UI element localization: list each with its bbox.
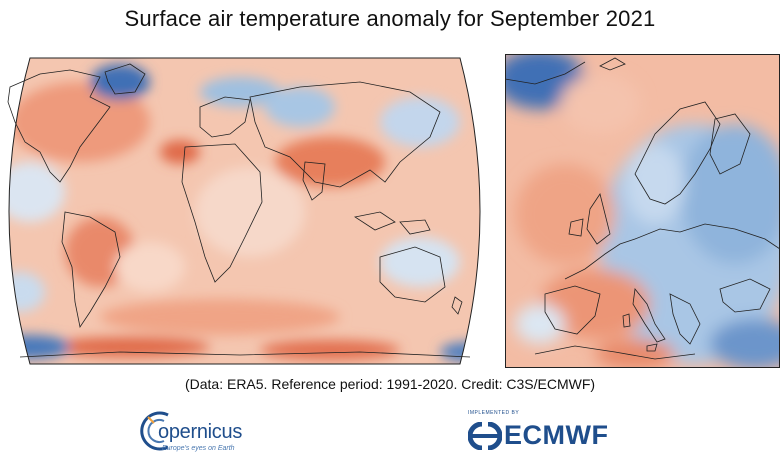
ecmwf-logo: IMPLEMENTED BY ECMWF — [462, 410, 632, 456]
copernicus-tagline: Europe's eyes on Earth — [162, 445, 235, 452]
copernicus-emblem-icon — [140, 411, 169, 451]
europe-anomaly-map — [505, 54, 780, 368]
ecmwf-implemented-by: IMPLEMENTED BY — [468, 410, 520, 416]
map-title: Surface air temperature anomaly for Sept… — [124, 6, 656, 31]
ecmwf-emblem-icon — [468, 422, 502, 450]
ecmwf-wordmark: ECMWF — [504, 420, 609, 450]
global-coastlines — [7, 63, 471, 358]
copernicus-wordmark: opernicus — [158, 421, 243, 443]
europe-coastlines — [505, 57, 780, 360]
global-map-frame — [8, 57, 481, 365]
data-credit: (Data: ERA5. Reference period: 1991-2020… — [184, 376, 596, 392]
global-anomaly-map — [7, 57, 481, 365]
copernicus-logo: opernicus Europe's eyes on Earth — [140, 407, 280, 457]
